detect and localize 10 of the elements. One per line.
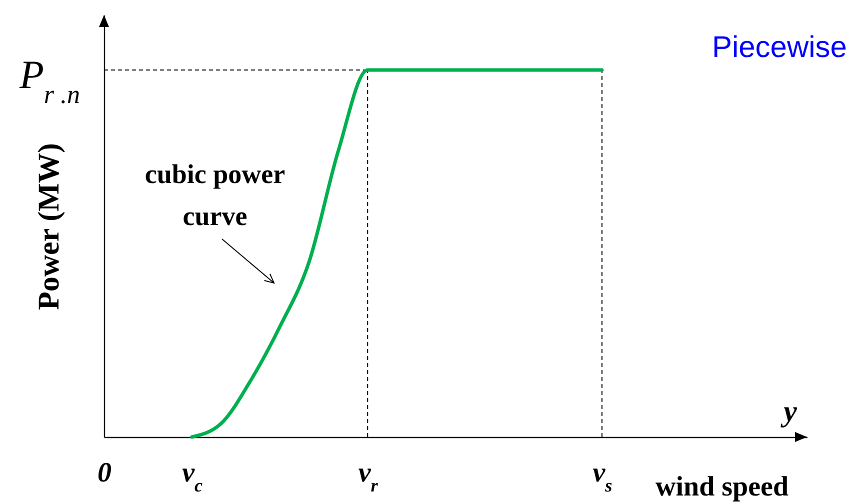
x-axis-title: wind speed (656, 472, 789, 502)
chart-title: Piecewise (712, 31, 847, 64)
x-tick-label: v$_{r}$ (358, 458, 379, 496)
x-tick-label: 0 (98, 458, 112, 488)
y-axis-title: Power (MW) (32, 143, 66, 310)
annotation: y (780, 395, 798, 428)
ref-line-label: P$_{r .n}$ (18, 52, 80, 109)
x-tick-label: v$_{c}$ (182, 458, 203, 496)
annotation: cubic power curve (144, 159, 286, 231)
x-tick-label: v$_{s}$ (592, 458, 612, 496)
